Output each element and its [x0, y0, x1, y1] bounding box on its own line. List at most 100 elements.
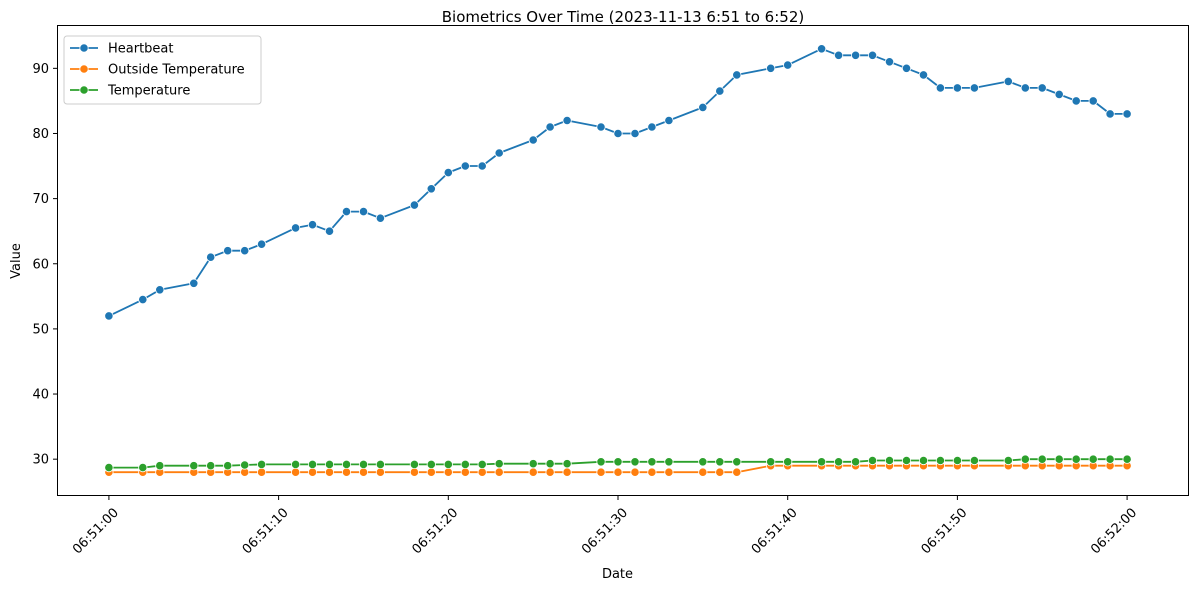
data-point	[630, 457, 640, 467]
data-point	[426, 459, 436, 469]
data-point	[647, 122, 657, 132]
data-point	[477, 459, 487, 469]
data-point	[562, 115, 572, 126]
data-point	[138, 294, 148, 305]
data-point	[528, 459, 538, 469]
data-point	[307, 459, 318, 469]
x-tick-label: 06:51:50	[919, 505, 971, 557]
data-point	[783, 457, 793, 467]
data-point	[206, 461, 216, 471]
data-point	[290, 459, 301, 469]
data-point	[545, 122, 555, 132]
data-point	[443, 459, 453, 469]
data-point	[138, 462, 148, 473]
data-point	[647, 457, 657, 467]
plot-area	[104, 44, 1132, 477]
data-point	[952, 455, 963, 466]
data-point	[833, 50, 844, 60]
data-point	[596, 122, 606, 132]
data-point	[341, 207, 352, 217]
data-point	[290, 467, 301, 477]
data-point	[647, 467, 657, 477]
data-point	[613, 128, 623, 139]
data-point	[1088, 96, 1098, 106]
data-point	[104, 462, 114, 473]
data-point	[375, 459, 385, 469]
x-tick-label: 06:52:00	[1088, 505, 1140, 557]
data-point	[1105, 109, 1115, 119]
legend: Heartbeat Outside Temperature Temperature	[63, 35, 262, 105]
data-point	[307, 220, 318, 230]
x-axis-label: Date	[602, 567, 633, 582]
data-point	[1054, 89, 1064, 100]
data-point	[1054, 454, 1064, 464]
legend-item-2: Outside Temperature	[70, 63, 245, 78]
data-point	[630, 128, 640, 139]
data-point	[1037, 454, 1047, 464]
data-point	[324, 226, 335, 236]
y-tick-label: 60	[32, 257, 49, 272]
data-point	[375, 467, 385, 477]
data-point	[901, 455, 912, 466]
y-axis-ticks: 30 40 50 60 70 80 90	[32, 62, 58, 468]
data-point	[189, 461, 199, 471]
data-point	[1105, 454, 1115, 464]
y-axis-label: Value	[9, 243, 24, 279]
data-point	[783, 60, 793, 70]
data-point	[630, 467, 640, 477]
data-point	[545, 467, 555, 477]
legend-marker	[79, 85, 89, 95]
y-tick-label: 30	[32, 453, 49, 468]
data-point	[884, 57, 895, 67]
y-tick-label: 80	[32, 127, 49, 142]
data-point	[223, 246, 233, 256]
data-point	[732, 467, 742, 477]
data-point	[324, 459, 335, 469]
chart-title: Biometrics Over Time (2023-11-13 6:51 to…	[442, 8, 804, 26]
x-tick-label: 06:51:20	[409, 505, 461, 557]
y-tick-label: 70	[32, 192, 49, 207]
legend-box	[63, 35, 262, 105]
data-point	[715, 457, 725, 467]
data-point	[969, 455, 980, 466]
data-point	[935, 83, 946, 93]
x-tick-label: 06:51:10	[240, 505, 292, 557]
data-point	[613, 457, 623, 467]
data-point	[596, 457, 606, 467]
data-point	[426, 467, 436, 477]
series-3	[104, 454, 1132, 473]
legend-item-3: Temperature	[70, 84, 190, 99]
data-point	[223, 461, 233, 471]
data-point	[1122, 454, 1132, 464]
data-point	[256, 239, 267, 249]
data-point	[1037, 83, 1047, 93]
data-point	[664, 457, 674, 467]
data-point	[698, 467, 708, 477]
data-point	[104, 311, 114, 321]
data-point	[850, 50, 861, 60]
legend-label: Outside Temperature	[108, 63, 245, 78]
data-point	[664, 115, 674, 126]
data-point	[918, 70, 929, 80]
x-tick-label: 06:51:00	[70, 505, 122, 557]
data-point	[816, 44, 827, 54]
y-tick-label: 40	[32, 388, 49, 403]
data-point	[477, 467, 487, 477]
data-point	[562, 467, 572, 477]
data-point	[358, 207, 369, 217]
data-point	[698, 457, 708, 467]
data-point	[358, 459, 369, 469]
data-point	[155, 461, 165, 471]
data-point	[409, 459, 419, 469]
data-point	[901, 63, 912, 73]
data-point	[290, 223, 301, 233]
data-point	[732, 457, 742, 467]
x-tick-label: 06:51:30	[579, 505, 631, 557]
y-tick-label: 50	[32, 322, 49, 337]
series-1	[104, 44, 1132, 321]
data-point	[324, 467, 335, 477]
data-point	[833, 457, 844, 467]
data-point	[494, 148, 504, 158]
y-tick-label: 90	[32, 62, 49, 77]
data-point	[715, 86, 725, 96]
